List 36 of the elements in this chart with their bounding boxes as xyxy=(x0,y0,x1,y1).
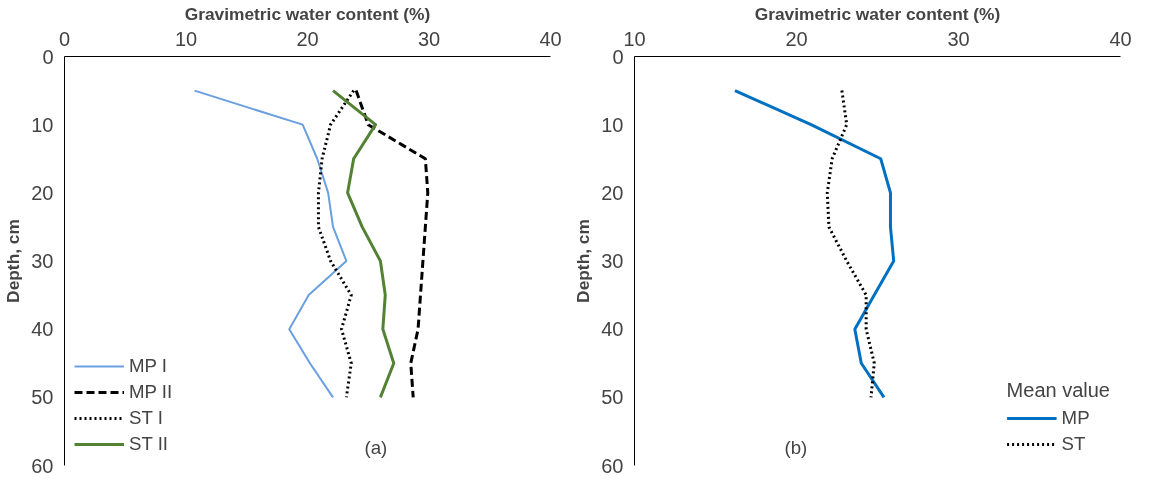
y-tick-label: 40 xyxy=(31,318,54,341)
y-tick-label: 0 xyxy=(42,45,54,68)
x-tick-label: 40 xyxy=(1109,27,1132,50)
x-axis-title: Gravimetric water content (%) xyxy=(754,3,1001,24)
legend-label: MP xyxy=(1061,407,1090,429)
y-tick-label: 10 xyxy=(31,113,54,136)
y-tick-label: 60 xyxy=(31,454,54,477)
y-tick-label: 40 xyxy=(601,318,624,341)
x-tick-label: 20 xyxy=(296,27,319,50)
y-tick-label: 50 xyxy=(31,386,54,409)
y-tick-label: 20 xyxy=(31,181,54,204)
y-axis-title: Depth, cm xyxy=(573,219,594,303)
y-tick-label: 30 xyxy=(31,250,54,272)
y-tick-label: 60 xyxy=(601,454,624,477)
legend-label: MP I xyxy=(129,355,168,377)
legend-label: ST II xyxy=(129,433,169,455)
y-tick-label: 20 xyxy=(601,181,624,204)
annotation: (a) xyxy=(364,436,388,458)
y-tick-label: 0 xyxy=(612,45,624,68)
legend-label: MP II xyxy=(129,381,173,403)
x-axis-title: Gravimetric water content (%) xyxy=(184,3,431,24)
x-tick-label: 40 xyxy=(539,27,562,50)
legend-title: Mean value xyxy=(1006,379,1110,402)
y-axis-title: Depth, cm xyxy=(3,219,24,303)
x-tick-label: 20 xyxy=(785,27,808,50)
x-tick-label: 0 xyxy=(58,27,71,50)
x-tick-label: 30 xyxy=(947,27,970,50)
legend-label: ST I xyxy=(129,407,163,429)
x-tick-label: 10 xyxy=(623,27,646,50)
y-tick-label: 30 xyxy=(601,250,624,272)
x-tick-label: 10 xyxy=(174,27,198,50)
annotation: (b) xyxy=(784,436,808,458)
x-tick-label: 30 xyxy=(417,27,441,50)
y-tick-label: 50 xyxy=(601,386,624,409)
legend-label: ST xyxy=(1061,433,1086,455)
y-tick-label: 10 xyxy=(601,113,624,136)
